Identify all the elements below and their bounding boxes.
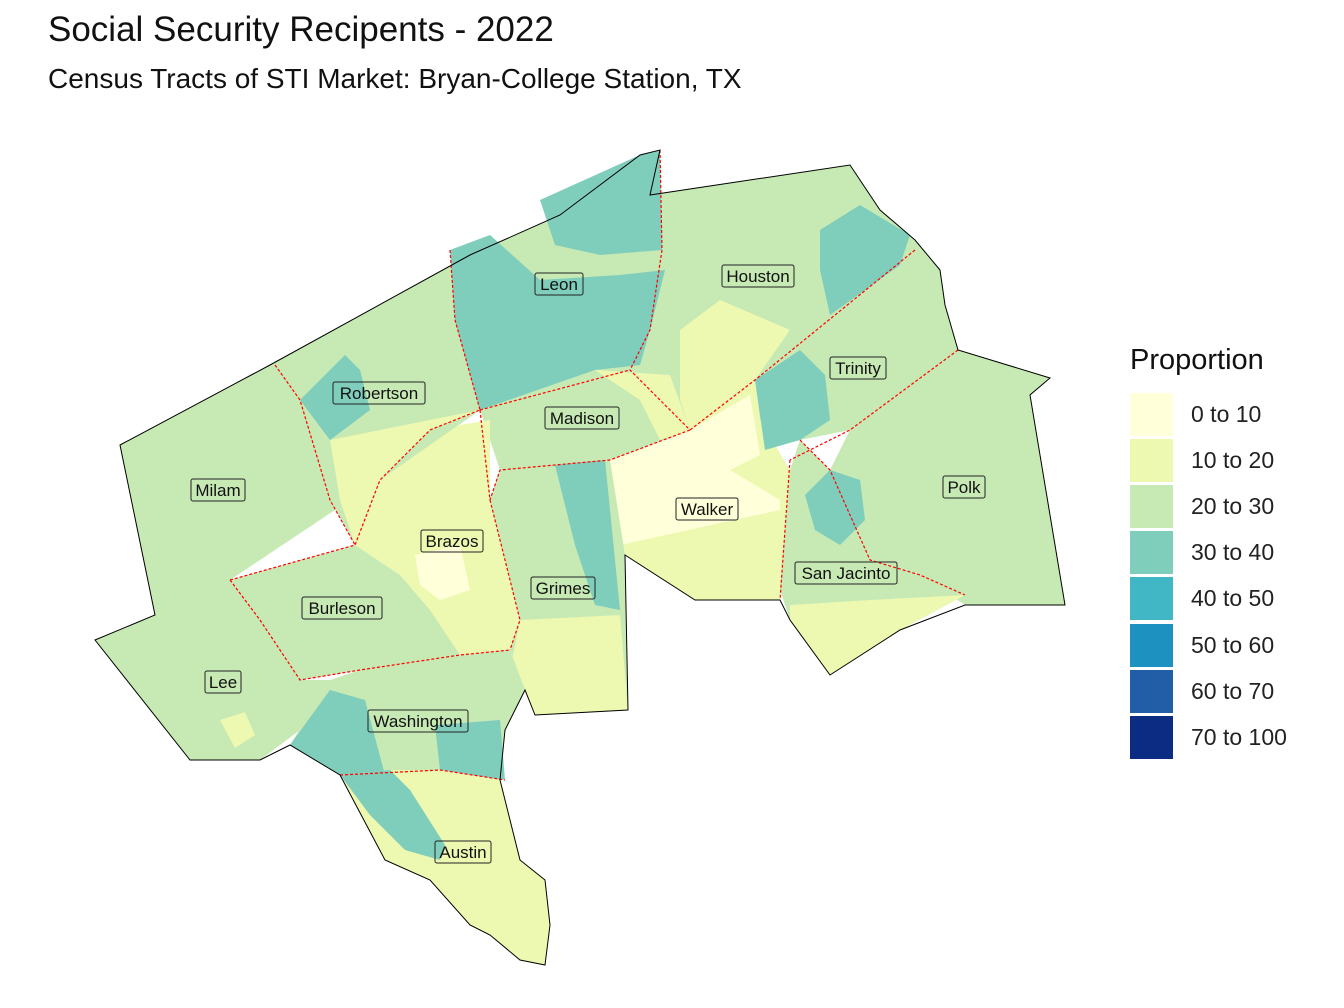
tract-brazos-core [415,545,470,600]
tract-sanjacinto-south [790,595,965,675]
label-milam: Milam [190,478,246,502]
label-burleson: Burleson [301,596,383,620]
legend-swatch [1130,577,1173,621]
legend-swatch [1130,715,1173,759]
legend-label: 10 to 20 [1191,446,1275,473]
legend-swatch [1130,531,1173,575]
legend-item: 40 to 50 [1130,576,1287,622]
legend-item: 70 to 100 [1130,714,1287,760]
svg-text:San Jacinto: San Jacinto [802,564,891,583]
tract-grimes-south [512,615,628,715]
legend-item: 30 to 40 [1130,530,1287,576]
tract-fills [95,150,1065,965]
legend-swatch [1130,484,1173,528]
label-trinity: Trinity [829,356,887,380]
legend-item: 50 to 60 [1130,622,1287,668]
tract-lee [95,580,330,760]
legend-label: 40 to 50 [1191,585,1275,612]
legend-rows: 0 to 10 10 to 20 20 to 30 30 to 40 40 to… [1130,391,1287,761]
svg-text:Robertson: Robertson [340,384,418,403]
svg-text:Madison: Madison [550,409,614,428]
tract-polk [830,350,1065,605]
legend-label: 70 to 100 [1191,723,1287,750]
tract-brazos [355,420,520,655]
svg-text:Houston: Houston [726,267,789,286]
svg-text:Trinity: Trinity [835,359,881,378]
legend-item: 20 to 30 [1130,483,1287,529]
svg-text:Washington: Washington [373,712,462,731]
label-sanjacinto: San Jacinto [794,561,898,585]
label-leon: Leon [534,272,584,296]
tract-washington-teal [290,690,385,775]
svg-text:Milam: Milam [195,481,240,500]
label-robertson: Robertson [332,381,426,405]
tract-sanjacinto-teal [805,470,865,545]
svg-text:Austin: Austin [439,843,486,862]
tract-burleson [230,545,460,680]
label-brazos: Brazos [420,529,484,553]
legend-swatch [1130,438,1173,482]
svg-text:Lee: Lee [209,673,237,692]
svg-text:Walker: Walker [681,500,734,519]
tract-grimes-east [555,460,620,610]
svg-text:Brazos: Brazos [426,532,479,551]
legend-label: 60 to 70 [1191,677,1275,704]
tract-lee-spot [220,712,255,748]
label-grimes: Grimes [530,576,596,600]
legend-swatch [1130,392,1173,436]
legend: Proportion 0 to 10 10 to 20 20 to 30 30 … [1130,344,1287,761]
tract-leon-north [540,150,662,255]
tract-leon [450,235,665,410]
legend-swatch [1130,669,1173,713]
legend-swatch [1130,623,1173,667]
tract-trinity-teal [755,350,830,450]
legend-item: 10 to 20 [1130,437,1287,483]
label-walker: Walker [675,497,739,521]
map-title: Social Security Recipents - 2022 [48,10,554,49]
label-lee: Lee [204,670,242,694]
svg-text:Polk: Polk [947,478,981,497]
legend-title: Proportion [1130,344,1264,376]
label-polk: Polk [942,475,986,499]
market-outline [94,149,1066,966]
svg-text:Leon: Leon [540,275,578,294]
legend-label: 30 to 40 [1191,539,1275,566]
legend-item: 0 to 10 [1130,391,1287,437]
label-madison: Madison [544,406,620,430]
tract-washington-east [435,720,505,780]
county-borders [229,149,966,781]
label-austin: Austin [434,840,492,864]
tract-houston-teal [820,205,910,315]
svg-text:Grimes: Grimes [536,579,591,598]
tract-robertson [275,255,480,545]
label-houston: Houston [721,264,795,288]
svg-text:Burleson: Burleson [308,599,375,618]
tract-houston-south [680,300,790,430]
map-subtitle: Census Tracts of STI Market: Bryan-Colle… [48,63,742,94]
tract-austin-teal [340,770,445,860]
tract-madison-east [595,370,690,440]
legend-label: 50 to 60 [1191,631,1275,658]
legend-item: 60 to 70 [1130,668,1287,714]
tract-robertson-teal [300,355,370,440]
legend-label: 20 to 30 [1191,492,1275,519]
county-labels: Leon Houston Trinity Robertson Madison M… [190,264,986,864]
legend-label: 0 to 10 [1191,400,1262,427]
label-washington: Washington [367,709,469,733]
